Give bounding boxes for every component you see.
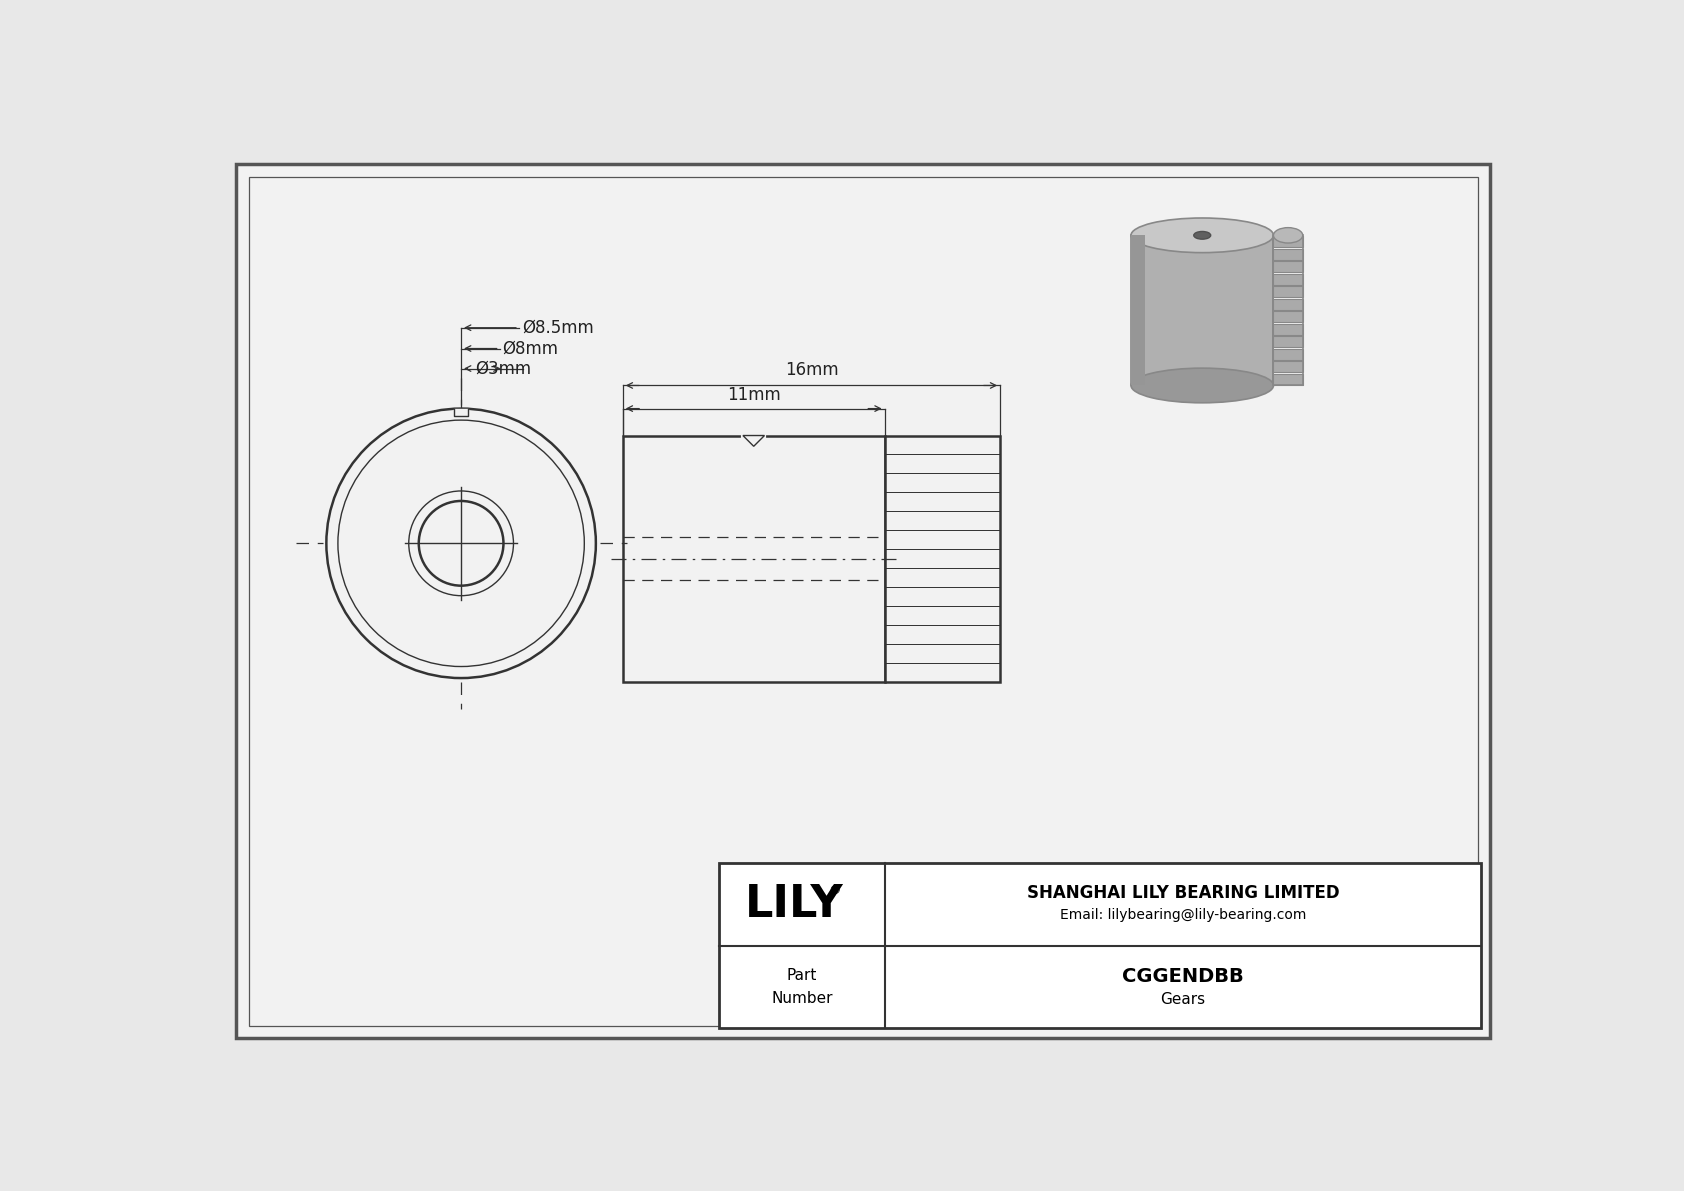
Bar [1273, 236, 1303, 386]
Circle shape [327, 409, 596, 678]
Text: Gears: Gears [1160, 992, 1206, 1006]
Text: 16mm: 16mm [785, 361, 839, 379]
Bar [884, 606, 1000, 625]
Text: Part
Number: Part Number [771, 968, 832, 1005]
Bar [884, 436, 1000, 682]
Circle shape [419, 501, 504, 586]
Bar [884, 492, 1000, 511]
Bar [884, 455, 1000, 474]
Bar [1273, 261, 1303, 272]
Bar [1273, 236, 1303, 247]
Text: SHANGHAI LILY BEARING LIMITED: SHANGHAI LILY BEARING LIMITED [1027, 885, 1339, 903]
Bar [1273, 274, 1303, 285]
Text: CGGENDBB: CGGENDBB [1122, 967, 1244, 986]
Ellipse shape [1132, 218, 1273, 252]
Bar [884, 511, 1000, 530]
Bar [884, 436, 1000, 455]
Bar [884, 625, 1000, 644]
Bar [884, 530, 1000, 549]
Ellipse shape [1273, 227, 1303, 243]
Bar [884, 644, 1000, 663]
Bar [623, 436, 884, 682]
Bar [1273, 361, 1303, 372]
Bar [884, 549, 1000, 568]
Ellipse shape [1132, 368, 1273, 403]
Polygon shape [743, 436, 765, 447]
Bar [1132, 236, 1145, 386]
Bar [1273, 311, 1303, 322]
Text: Ø8mm: Ø8mm [504, 339, 559, 357]
Text: Ø3mm: Ø3mm [475, 360, 530, 378]
Text: Ø8.5mm: Ø8.5mm [522, 319, 594, 337]
Text: LILY: LILY [744, 883, 844, 925]
Bar [884, 587, 1000, 606]
Text: Email: lilybearing@lily-bearing.com: Email: lilybearing@lily-bearing.com [1059, 908, 1307, 922]
Bar [719, 862, 1482, 1028]
Polygon shape [455, 409, 468, 417]
Bar [1273, 324, 1303, 335]
Bar [884, 663, 1000, 682]
Bar [1132, 236, 1273, 386]
Bar [1273, 286, 1303, 297]
Bar [884, 474, 1000, 492]
Bar [1273, 374, 1303, 385]
Text: ®: ® [829, 884, 840, 897]
Bar [1273, 349, 1303, 360]
Bar [1273, 336, 1303, 347]
Ellipse shape [1194, 231, 1211, 239]
Bar [1273, 249, 1303, 260]
Bar [884, 568, 1000, 587]
Text: 11mm: 11mm [727, 386, 781, 404]
Bar [1273, 299, 1303, 310]
